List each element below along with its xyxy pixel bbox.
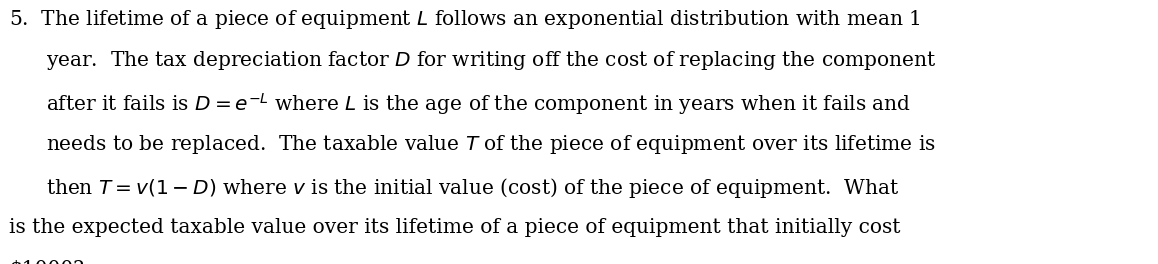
Text: 5.  The lifetime of a piece of equipment $L$ follows an exponential distribution: 5. The lifetime of a piece of equipment … xyxy=(9,8,921,31)
Text: \$1000?: \$1000? xyxy=(9,260,85,264)
Text: needs to be replaced.  The taxable value $T$ of the piece of equipment over its : needs to be replaced. The taxable value … xyxy=(46,133,936,156)
Text: year.  The tax depreciation factor $D$ for writing off the cost of replacing the: year. The tax depreciation factor $D$ fo… xyxy=(46,49,937,72)
Text: then $T = v(1 - D)$ where $v$ is the initial value (cost) of the piece of equipm: then $T = v(1 - D)$ where $v$ is the ini… xyxy=(46,176,900,200)
Text: after it fails is $D = e^{-L}$ where $L$ is the age of the component in years wh: after it fails is $D = e^{-L}$ where $L$… xyxy=(46,91,911,117)
Text: is the expected taxable value over its lifetime of a piece of equipment that ini: is the expected taxable value over its l… xyxy=(9,218,901,237)
